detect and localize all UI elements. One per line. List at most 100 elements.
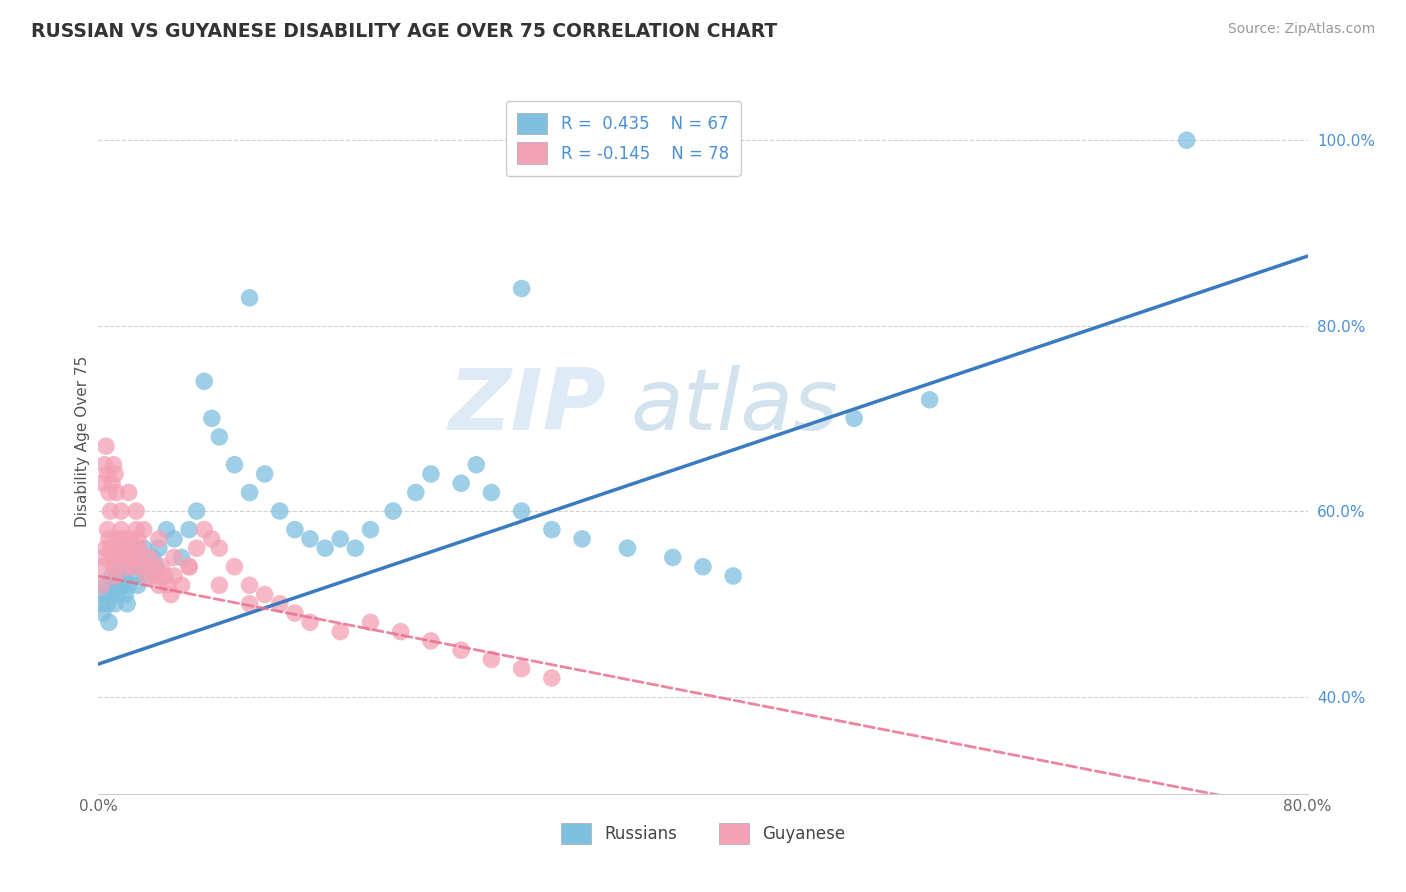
Point (186, 504, 208, 518)
Point (118, 485, 141, 500)
Point (314, 541, 336, 556)
Point (96, 467, 118, 481)
Point (163, 569, 186, 583)
Point (118, 541, 141, 556)
Point (100, 588, 122, 602)
Point (125, 550, 148, 565)
Point (179, 559, 201, 574)
Point (90, 578, 112, 592)
Point (153, 569, 176, 583)
Point (284, 523, 307, 537)
Point (208, 430, 231, 444)
Point (112, 569, 135, 583)
Point (105, 588, 128, 602)
Point (269, 597, 291, 611)
Point (170, 578, 193, 592)
Point (160, 588, 183, 602)
Point (101, 569, 124, 583)
Point (540, 523, 562, 537)
Point (723, 569, 745, 583)
Point (360, 523, 382, 537)
Point (253, 467, 276, 481)
Point (139, 569, 162, 583)
Point (122, 559, 145, 574)
Point (129, 550, 152, 565)
Point (101, 550, 124, 565)
Point (208, 578, 231, 592)
Point (111, 532, 134, 546)
Point (344, 541, 367, 556)
Point (540, 671, 562, 685)
Point (329, 532, 352, 546)
Point (110, 523, 132, 537)
Point (179, 559, 201, 574)
Point (156, 578, 179, 592)
Legend: Russians, Guyanese: Russians, Guyanese (550, 811, 856, 856)
Point (135, 569, 157, 583)
Point (420, 467, 443, 481)
Point (1175, 133, 1198, 147)
Text: atlas: atlas (630, 365, 838, 448)
Point (104, 467, 127, 481)
Point (481, 485, 503, 500)
Point (103, 458, 125, 472)
Point (90, 597, 112, 611)
Point (661, 550, 683, 565)
Point (571, 532, 593, 546)
Point (101, 476, 124, 491)
Point (692, 559, 714, 574)
Point (100, 504, 122, 518)
Point (329, 624, 352, 639)
Point (128, 541, 150, 556)
Point (239, 291, 262, 305)
Point (163, 532, 186, 546)
Point (105, 550, 128, 565)
Point (155, 523, 177, 537)
Point (124, 569, 146, 583)
Point (121, 550, 143, 565)
Point (510, 662, 533, 676)
Point (224, 559, 246, 574)
Point (224, 458, 246, 472)
Point (299, 615, 322, 630)
Point (253, 588, 276, 602)
Point (135, 559, 157, 574)
Point (115, 597, 138, 611)
Point (91, 559, 114, 574)
Point (239, 597, 262, 611)
Point (107, 569, 129, 583)
Point (110, 559, 132, 574)
Point (129, 559, 152, 574)
Point (148, 578, 170, 592)
Point (127, 532, 149, 546)
Point (239, 578, 262, 592)
Point (132, 559, 155, 574)
Point (112, 541, 135, 556)
Point (239, 485, 262, 500)
Point (142, 550, 165, 565)
Point (163, 550, 186, 565)
Point (93, 588, 115, 602)
Point (91, 606, 114, 620)
Point (148, 541, 170, 556)
Point (201, 411, 224, 425)
Point (124, 541, 146, 556)
Point (918, 392, 941, 407)
Point (108, 578, 131, 592)
Point (96, 523, 118, 537)
Point (110, 504, 132, 518)
Point (405, 485, 427, 500)
Point (382, 504, 405, 518)
Point (107, 532, 129, 546)
Point (150, 559, 173, 574)
Point (269, 504, 291, 518)
Point (94, 439, 117, 453)
Point (844, 411, 866, 425)
Point (104, 597, 127, 611)
Point (114, 550, 136, 565)
Point (193, 523, 215, 537)
Point (121, 559, 143, 574)
Point (193, 374, 215, 388)
Point (465, 458, 488, 472)
Point (481, 652, 503, 666)
